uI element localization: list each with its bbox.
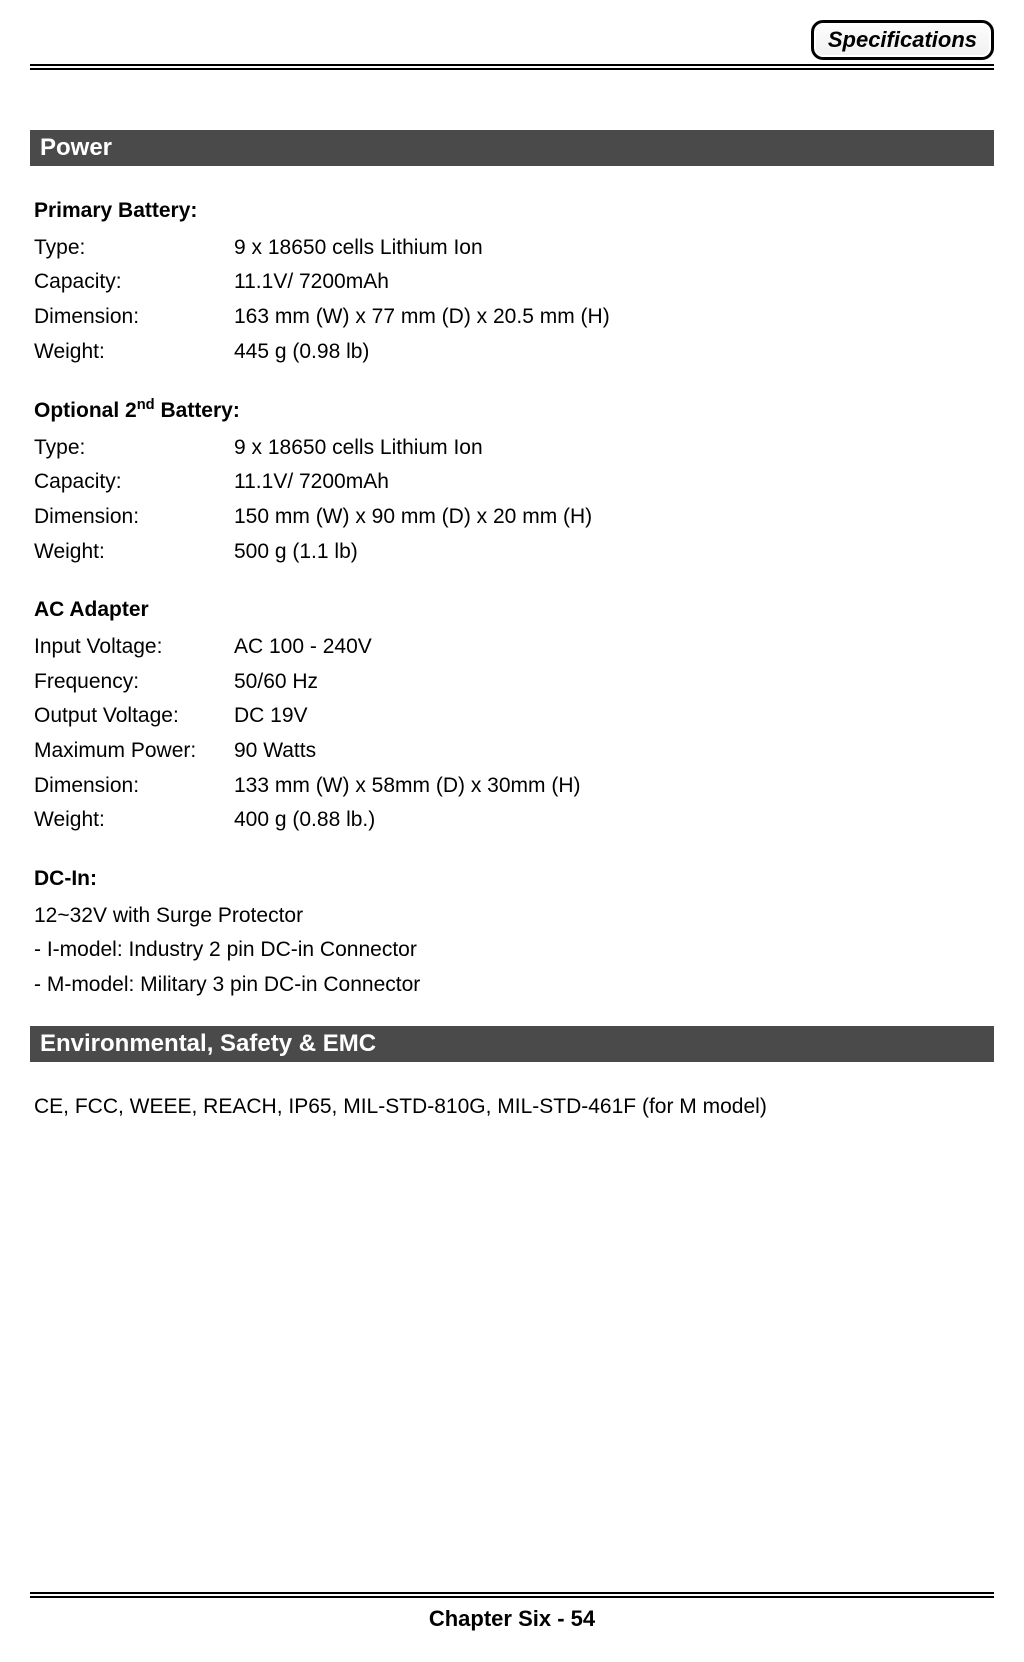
spec-row: Dimension:150 mm (W) x 90 mm (D) x 20 mm… bbox=[34, 500, 994, 535]
spec-row: Type:9 x 18650 cells Lithium Ion bbox=[34, 231, 994, 266]
spec-label: Weight: bbox=[34, 803, 234, 838]
spec-row: Dimension:163 mm (W) x 77 mm (D) x 20.5 … bbox=[34, 300, 994, 335]
dc-in-line: - I-model: Industry 2 pin DC-in Connecto… bbox=[34, 933, 994, 968]
header-rule bbox=[30, 64, 994, 70]
spec-row: Frequency:50/60 Hz bbox=[34, 665, 994, 700]
dc-in-heading: DC-In: bbox=[34, 862, 994, 897]
spec-value: 400 g (0.88 lb.) bbox=[234, 803, 994, 838]
heading-post: Battery: bbox=[155, 399, 240, 422]
spec-row: Capacity:11.1V/ 7200mAh bbox=[34, 465, 994, 500]
env-content: CE, FCC, WEEE, REACH, IP65, MIL-STD-810G… bbox=[30, 1090, 994, 1125]
spec-label: Maximum Power: bbox=[34, 734, 234, 769]
spec-row: Maximum Power:90 Watts bbox=[34, 734, 994, 769]
header: Specifications bbox=[30, 20, 994, 80]
spec-value: 150 mm (W) x 90 mm (D) x 20 mm (H) bbox=[234, 500, 994, 535]
spec-value: AC 100 - 240V bbox=[234, 630, 994, 665]
spec-label: Dimension: bbox=[34, 300, 234, 335]
spec-value: 133 mm (W) x 58mm (D) x 30mm (H) bbox=[234, 769, 994, 804]
spec-row: Dimension:133 mm (W) x 58mm (D) x 30mm (… bbox=[34, 769, 994, 804]
spec-value: 500 g (1.1 lb) bbox=[234, 535, 994, 570]
spec-row: Weight:400 g (0.88 lb.) bbox=[34, 803, 994, 838]
dc-in-line: 12~32V with Surge Protector bbox=[34, 899, 994, 934]
ac-adapter-heading: AC Adapter bbox=[34, 593, 994, 628]
footer-text: Chapter Six - 54 bbox=[30, 1606, 994, 1632]
heading-sup: nd bbox=[137, 397, 155, 413]
spec-label: Capacity: bbox=[34, 265, 234, 300]
spec-label: Type: bbox=[34, 431, 234, 466]
spec-label: Dimension: bbox=[34, 769, 234, 804]
section-bar-power: Power bbox=[30, 130, 994, 166]
spec-value: 11.1V/ 7200mAh bbox=[234, 265, 994, 300]
section-bar-env: Environmental, Safety & EMC bbox=[30, 1026, 994, 1062]
env-text: CE, FCC, WEEE, REACH, IP65, MIL-STD-810G… bbox=[34, 1090, 994, 1125]
spec-value: 445 g (0.98 lb) bbox=[234, 335, 994, 370]
spec-value: 9 x 18650 cells Lithium Ion bbox=[234, 431, 994, 466]
spec-value: 9 x 18650 cells Lithium Ion bbox=[234, 231, 994, 266]
optional-battery-heading: Optional 2nd Battery: bbox=[34, 393, 994, 429]
page: Specifications Power Primary Battery: Ty… bbox=[0, 0, 1024, 1662]
dc-in-line: - M-model: Military 3 pin DC-in Connecto… bbox=[34, 968, 994, 1003]
spec-label: Frequency: bbox=[34, 665, 234, 700]
spec-value: 90 Watts bbox=[234, 734, 994, 769]
spec-value: 163 mm (W) x 77 mm (D) x 20.5 mm (H) bbox=[234, 300, 994, 335]
heading-pre: Optional 2 bbox=[34, 399, 137, 422]
spec-value: DC 19V bbox=[234, 699, 994, 734]
primary-battery-heading: Primary Battery: bbox=[34, 194, 994, 229]
header-pill: Specifications bbox=[811, 20, 994, 60]
spec-label: Weight: bbox=[34, 535, 234, 570]
footer-rule bbox=[30, 1592, 994, 1598]
spec-label: Input Voltage: bbox=[34, 630, 234, 665]
spec-value: 50/60 Hz bbox=[234, 665, 994, 700]
spec-label: Dimension: bbox=[34, 500, 234, 535]
power-content: Primary Battery: Type:9 x 18650 cells Li… bbox=[30, 194, 994, 1002]
spec-row: Capacity:11.1V/ 7200mAh bbox=[34, 265, 994, 300]
spec-label: Type: bbox=[34, 231, 234, 266]
spec-label: Capacity: bbox=[34, 465, 234, 500]
spec-row: Type:9 x 18650 cells Lithium Ion bbox=[34, 431, 994, 466]
spec-row: Output Voltage:DC 19V bbox=[34, 699, 994, 734]
spec-row: Weight:500 g (1.1 lb) bbox=[34, 535, 994, 570]
footer: Chapter Six - 54 bbox=[30, 1592, 994, 1632]
spec-row: Weight:445 g (0.98 lb) bbox=[34, 335, 994, 370]
spec-label: Output Voltage: bbox=[34, 699, 234, 734]
header-title: Specifications bbox=[828, 27, 977, 52]
spec-label: Weight: bbox=[34, 335, 234, 370]
spec-value: 11.1V/ 7200mAh bbox=[234, 465, 994, 500]
spec-row: Input Voltage:AC 100 - 240V bbox=[34, 630, 994, 665]
